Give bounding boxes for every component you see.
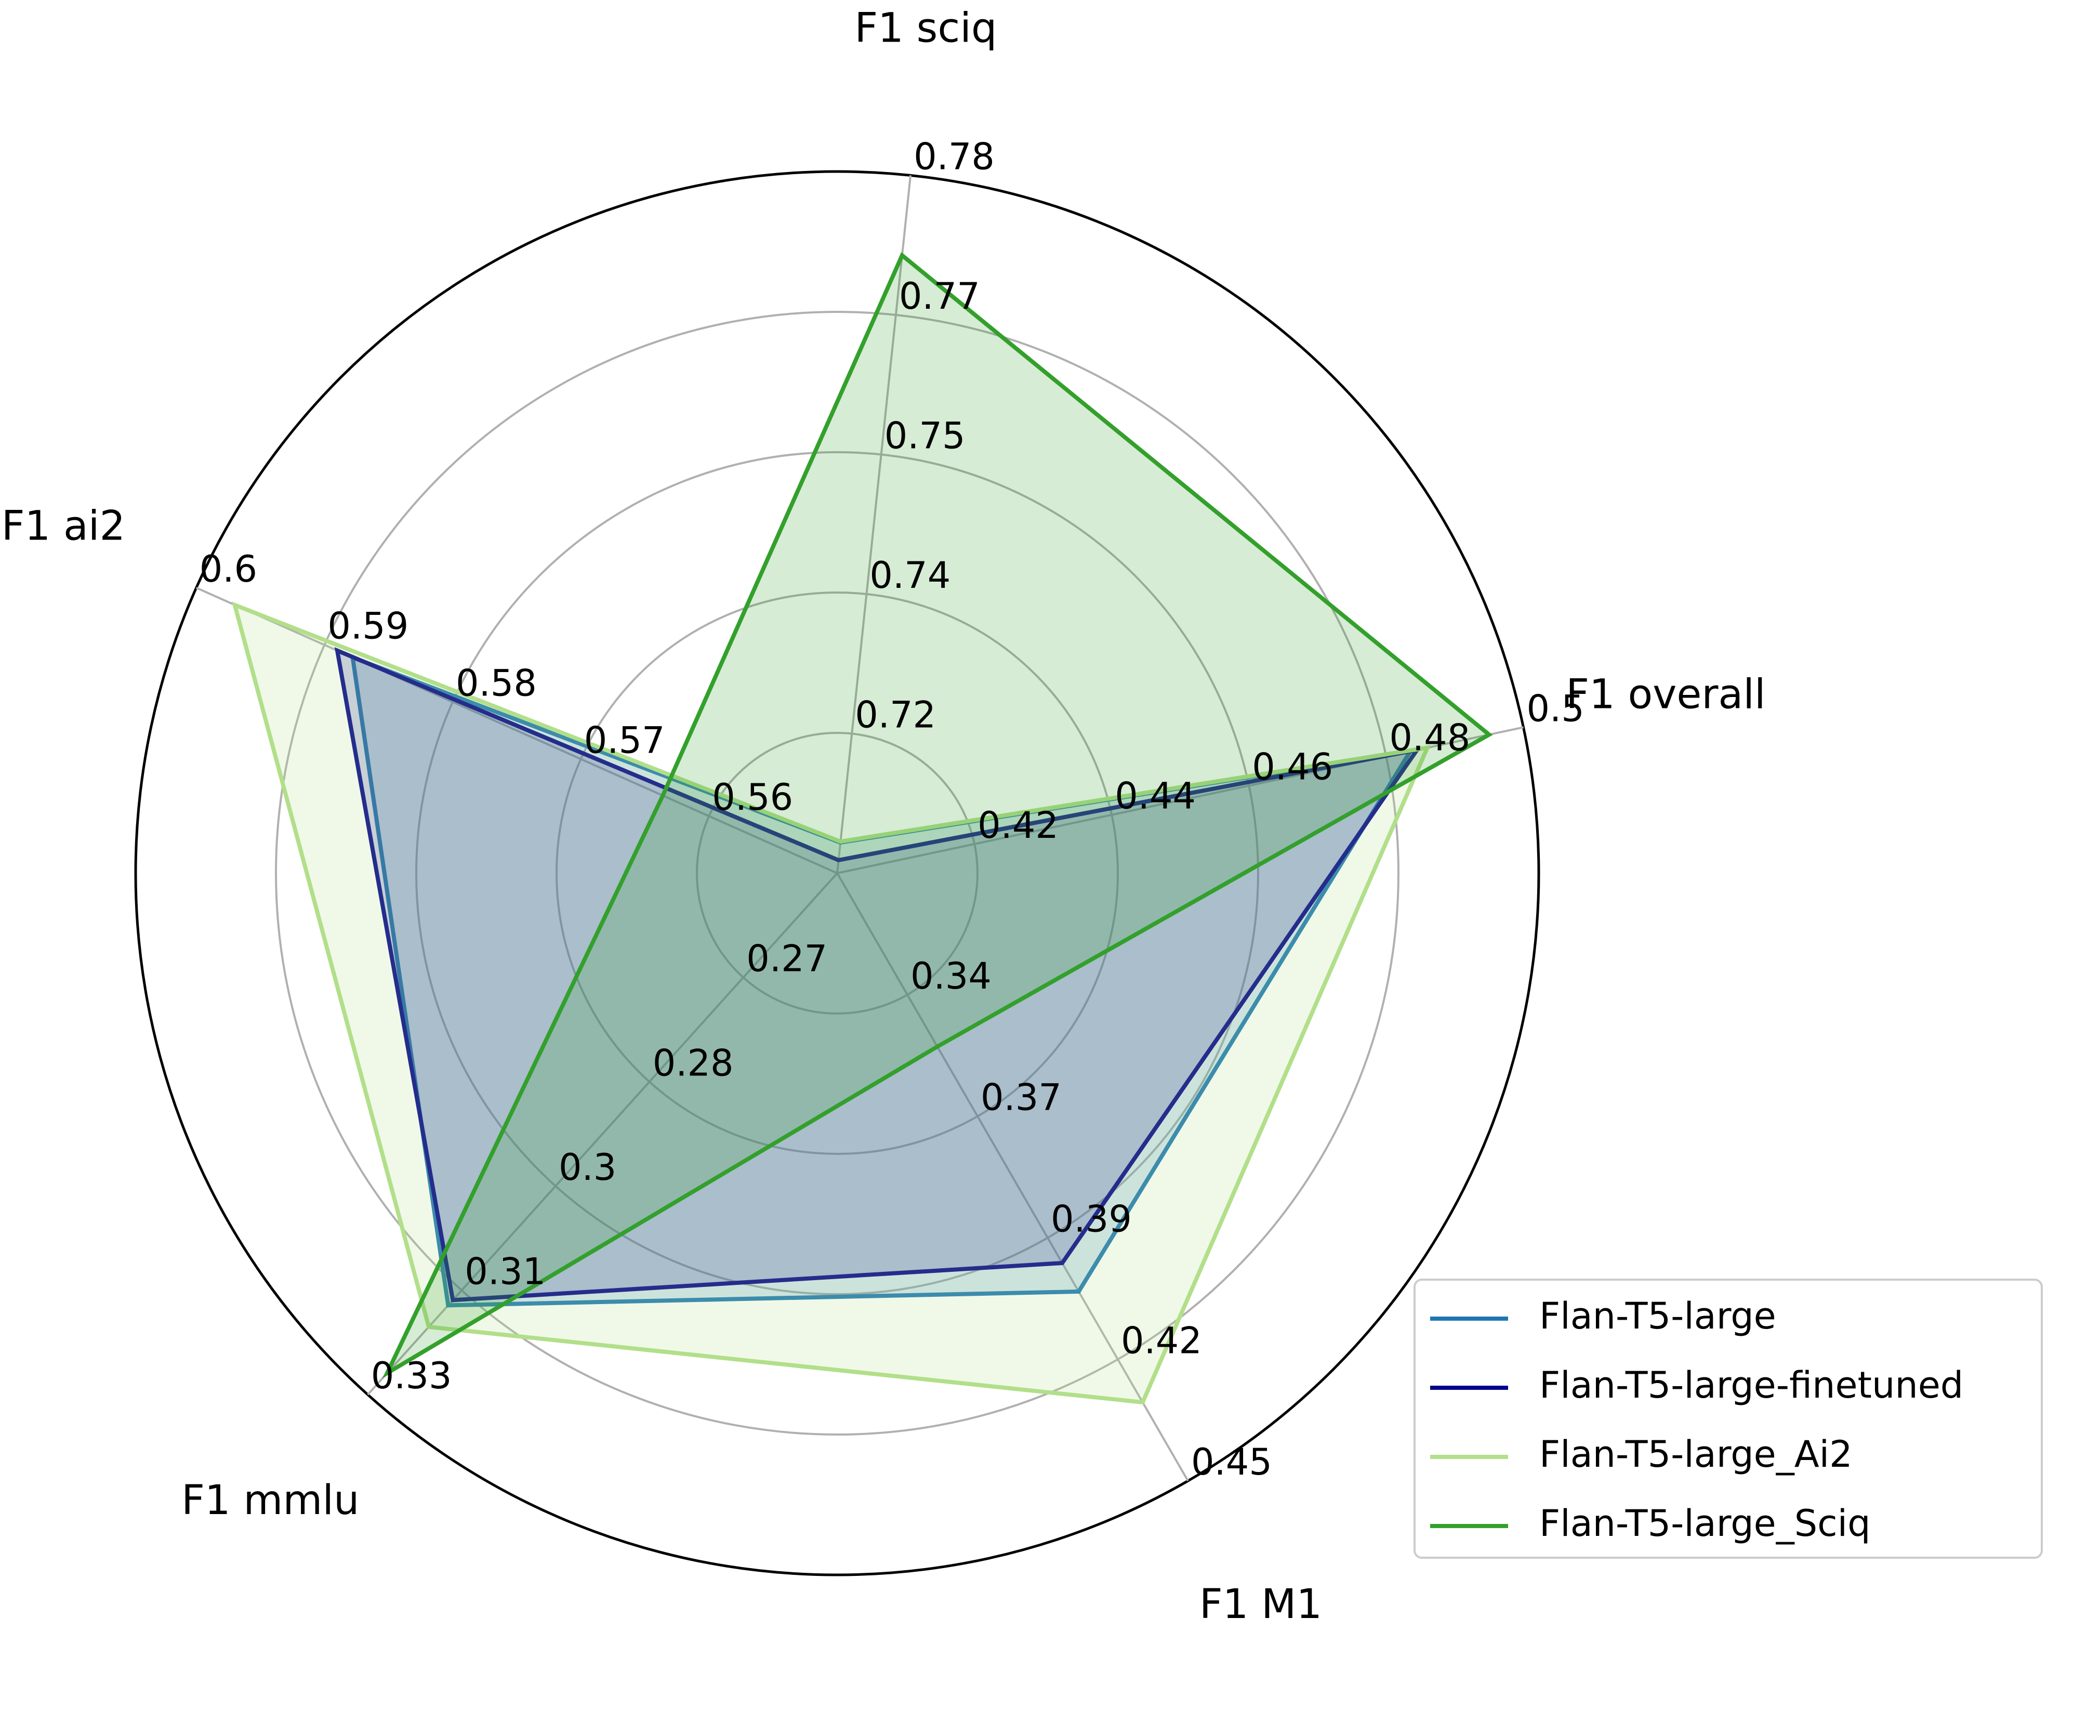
grid-circle [696, 732, 979, 1015]
tick-label: 0.45 [1191, 1441, 1272, 1483]
tick-label: 0.78 [914, 135, 995, 178]
radar-axis-titles: F1 overall F1 M1 F1 mmlu F1 ai2 F1 sciq [2, 5, 1766, 1628]
tick-label: 0.48 [1389, 717, 1470, 759]
tick-label: 0.39 [1051, 1198, 1132, 1241]
tick-label: 0.42 [978, 804, 1059, 847]
tick-label: 0.75 [884, 414, 966, 457]
tick-label: 0.37 [981, 1076, 1062, 1119]
axis-title: F1 sciq [854, 5, 997, 51]
tick-label: 0.77 [899, 275, 980, 318]
axis-spoke [836, 872, 1189, 1482]
tick-label: 0.33 [371, 1354, 452, 1397]
outer-frame-circle [134, 170, 1540, 1576]
tick-label: 0.44 [1115, 775, 1196, 818]
grid-circle [415, 451, 1259, 1295]
tick-label: 0.58 [456, 662, 537, 705]
tick-label: 0.74 [869, 554, 950, 597]
tick-label: 0.42 [1121, 1319, 1202, 1362]
legend-label: Flan-T5-large-finetuned [1539, 1364, 1963, 1406]
series-line [382, 252, 1493, 1379]
series-line [231, 601, 1431, 1405]
axis-spoke [367, 872, 838, 1396]
tick-label: 0.34 [910, 955, 992, 997]
legend-frame [1414, 1279, 2043, 1559]
legend-label: Flan-T5-large_Sciq [1539, 1502, 1871, 1545]
tick-label: 0.31 [465, 1251, 546, 1293]
tick-label: 0.5 [1527, 687, 1584, 730]
tick-label: 0.28 [653, 1042, 734, 1084]
radar-tick-labels: 0.42 0.44 0.46 0.48 0.5 0.34 0.37 0.39 0.42 0.45 0… [200, 135, 1584, 1483]
axis-title: F1 mmlu [181, 1477, 359, 1524]
tick-label: 0.6 [200, 548, 257, 590]
axis-spoke [836, 175, 912, 874]
series-line [334, 647, 1422, 1303]
series-area [234, 604, 1428, 1402]
tick-label: 0.59 [327, 605, 408, 648]
axis-title: F1 M1 [1199, 1581, 1322, 1628]
axis-spoke [195, 587, 838, 874]
series-area [387, 255, 1489, 1373]
legend: Flan-T5-large Flan-T5-large-finetuned Flan… [1414, 1279, 2043, 1559]
legend-label: Flan-T5-large [1539, 1295, 1776, 1337]
tick-label: 0.72 [855, 694, 936, 737]
radar-series [231, 252, 1493, 1405]
axis-title: F1 overall [1566, 672, 1765, 718]
grid-circle [275, 311, 1399, 1436]
tick-label: 0.27 [746, 938, 827, 980]
tick-label: 0.3 [559, 1146, 616, 1189]
radar-grid [134, 170, 1540, 1576]
tick-label: 0.57 [584, 719, 665, 761]
legend-label: Flan-T5-large_Ai2 [1539, 1433, 1853, 1476]
axis-title: F1 ai2 [2, 503, 125, 549]
grid-circle [556, 591, 1119, 1155]
tick-label: 0.46 [1252, 746, 1333, 788]
tick-label: 0.56 [712, 776, 793, 819]
